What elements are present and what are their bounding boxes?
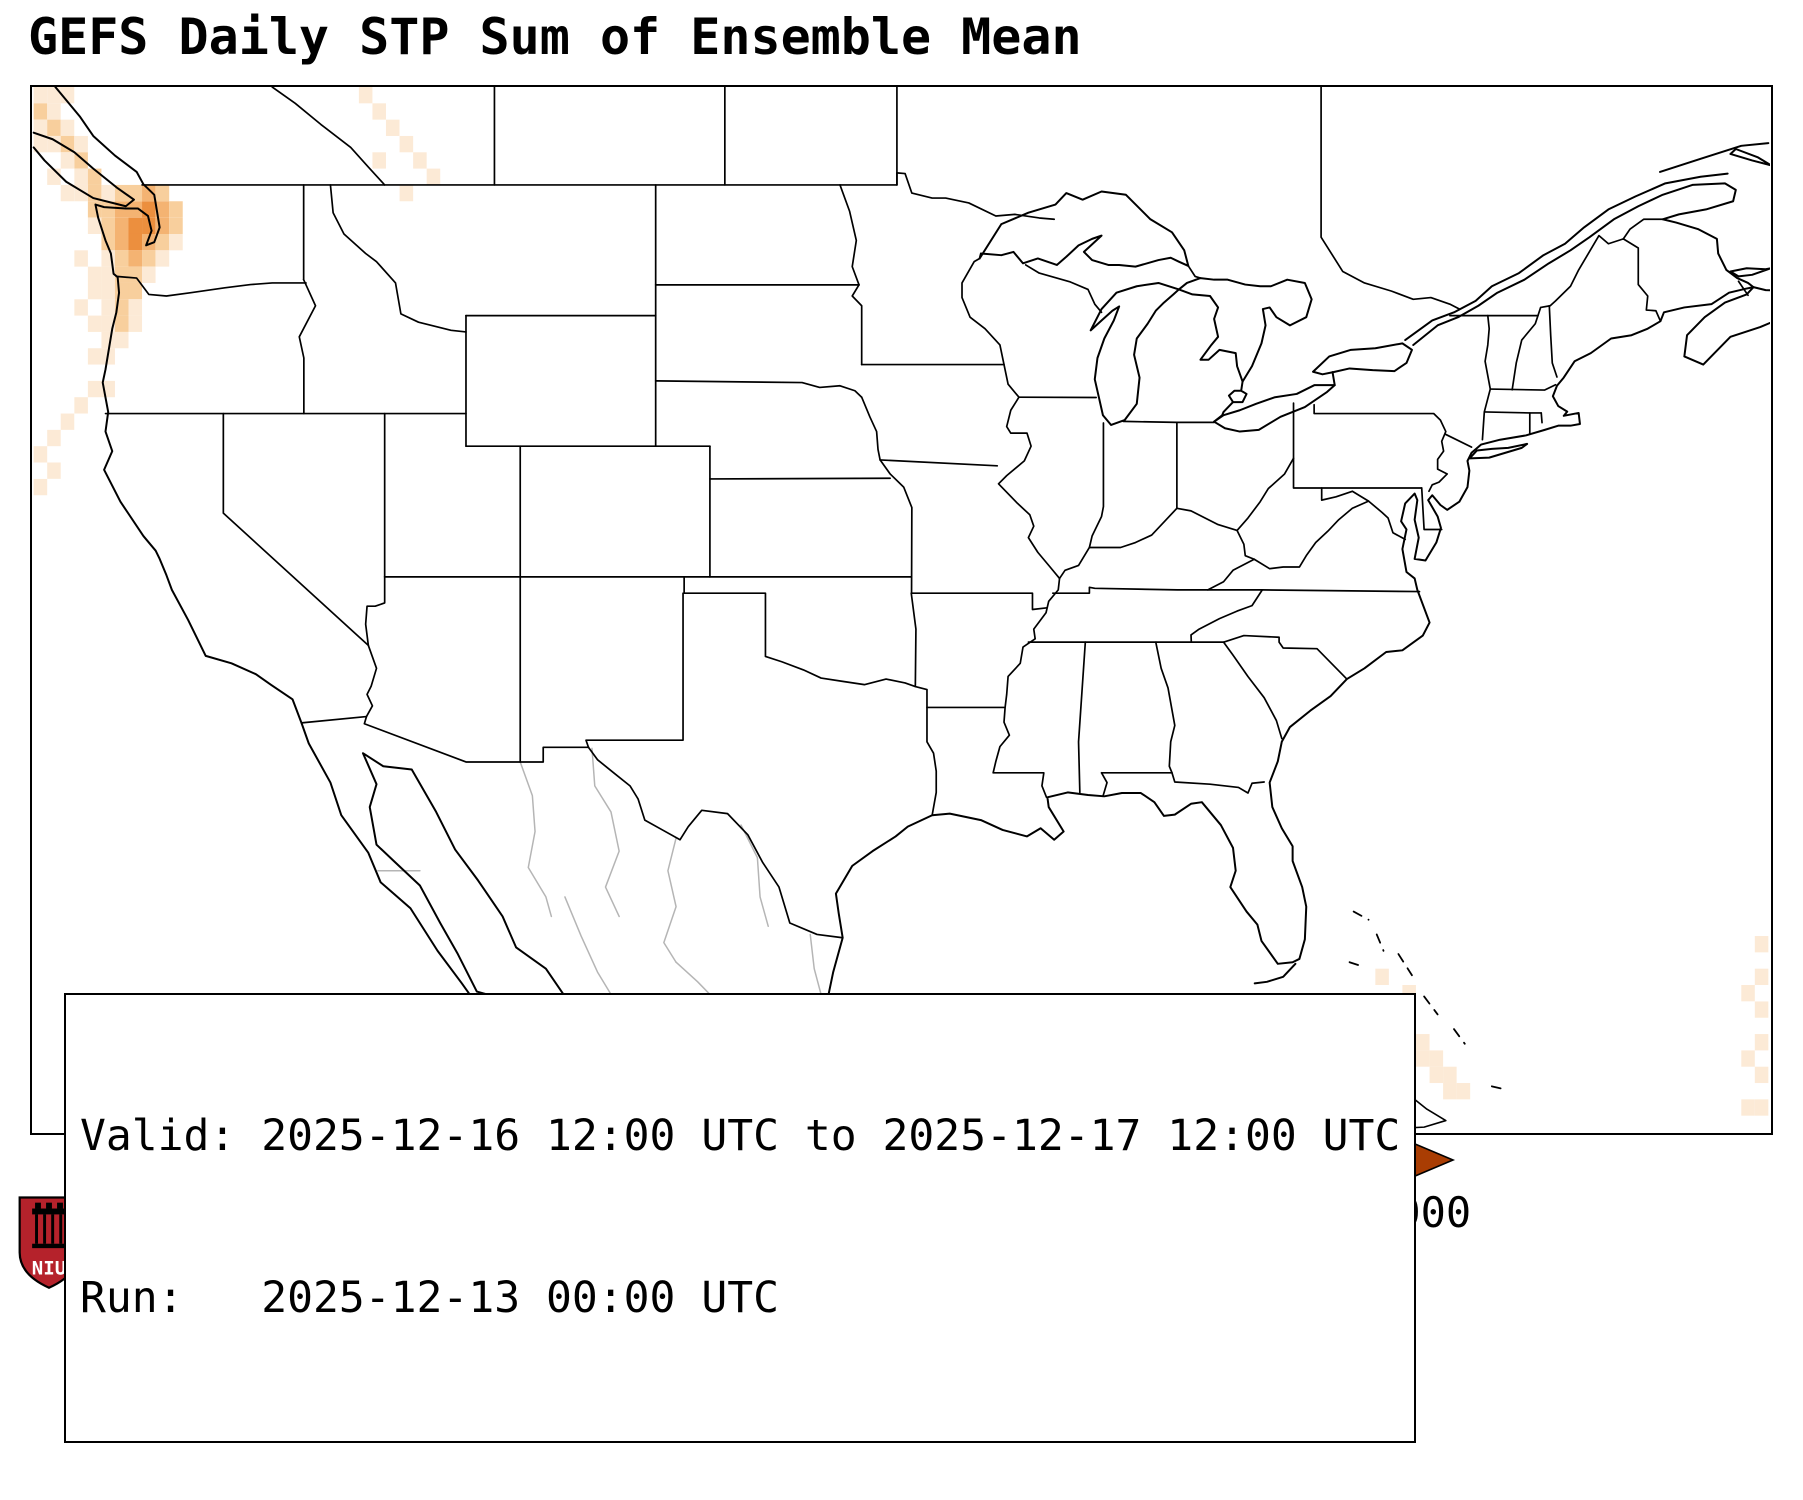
valid-time-text: Valid: 2025-12-16 12:00 UTC to 2025-12-1…	[80, 1111, 1401, 1161]
run-time-text: Run: 2025-12-13 00:00 UTC	[80, 1273, 779, 1323]
niu-logo-text: NIU	[32, 1258, 66, 1280]
info-box: Valid: 2025-12-16 12:00 UTC to 2025-12-1…	[64, 993, 1416, 1443]
map-canvas	[32, 87, 1770, 1132]
niu-logo: NIU	[18, 1196, 80, 1289]
page-title: GEFS Daily STP Sum of Ensemble Mean	[28, 8, 1082, 66]
map-panel: Valid: 2025-12-16 12:00 UTC to 2025-12-1…	[30, 85, 1773, 1443]
niu-castle-icon	[32, 1208, 66, 1215]
